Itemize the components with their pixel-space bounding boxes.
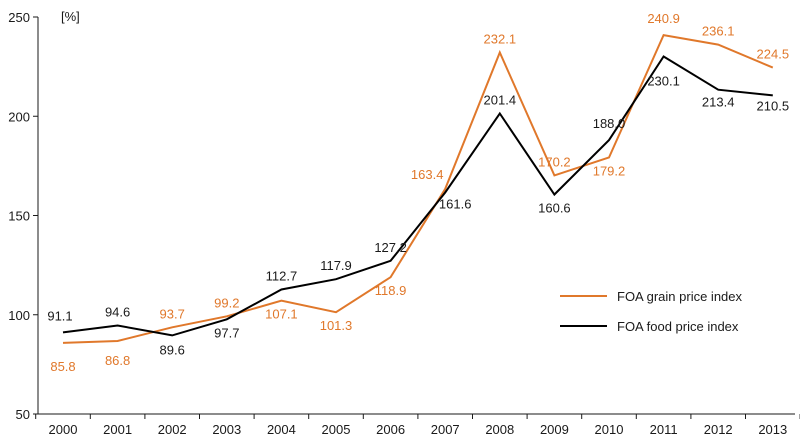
y-tick-label: 250 xyxy=(8,10,30,25)
data-label-food: 97.7 xyxy=(214,325,239,340)
data-label-grain: 101.3 xyxy=(320,318,353,333)
x-tick-label: 2004 xyxy=(267,422,296,437)
data-label-grain: 93.7 xyxy=(160,306,185,321)
data-label-food: 188.0 xyxy=(593,116,626,131)
x-tick-label: 2000 xyxy=(49,422,78,437)
x-tick-label: 2009 xyxy=(540,422,569,437)
data-label-grain: 85.8 xyxy=(50,359,75,374)
data-label-grain: 99.2 xyxy=(214,295,239,310)
x-tick-label: 2011 xyxy=(650,422,678,437)
x-tick-label: 2001 xyxy=(103,422,132,437)
data-label-grain: 224.5 xyxy=(757,47,790,62)
legend-label-food: FOA food price index xyxy=(617,319,739,334)
legend-item-grain: FOA grain price index xyxy=(560,289,743,304)
axes: [%] xyxy=(37,9,795,415)
data-label-food: 112.7 xyxy=(266,269,298,284)
x-tick-label: 2012 xyxy=(704,422,733,437)
x-tick-label: 2007 xyxy=(431,422,460,437)
data-label-grain: 232.1 xyxy=(484,32,517,47)
data-label-food: 91.1 xyxy=(47,308,72,323)
x-tick-label: 2010 xyxy=(595,422,624,437)
series-lines xyxy=(62,33,774,344)
series-line-food xyxy=(62,55,773,337)
data-label-food: 201.4 xyxy=(484,92,517,107)
y-unit-label: [%] xyxy=(61,9,80,24)
legend: FOA grain price index FOA food price ind… xyxy=(560,289,743,334)
y-tick-label: 100 xyxy=(8,308,30,323)
x-tick-label: 2003 xyxy=(212,422,241,437)
x-tick-label: 2008 xyxy=(485,422,514,437)
data-label-food: 210.5 xyxy=(757,98,790,113)
data-label-food: 117.9 xyxy=(320,258,352,273)
data-label-grain: 240.9 xyxy=(647,11,680,26)
x-tick-label: 2002 xyxy=(158,422,187,437)
y-ticks: 50 100 150 200 250 xyxy=(8,10,38,422)
data-label-grain: 118.9 xyxy=(375,283,407,298)
legend-item-food: FOA food price index xyxy=(560,319,739,334)
x-tick-label: 2005 xyxy=(322,422,351,437)
x-tick-label: 2013 xyxy=(758,422,787,437)
data-label-food: 94.6 xyxy=(105,304,130,319)
data-label-food: 161.6 xyxy=(439,196,472,211)
data-label-grain: 170.2 xyxy=(538,154,571,169)
x-ticks: 2000 2001 2002 2003 2004 2005 2006 2007 2008 2009… xyxy=(35,414,800,437)
data-label-grain: 163.4 xyxy=(411,167,444,182)
data-labels: 85.8 86.8 93.7 99.2 107.1 101.3 118.9 163.4 232.… xyxy=(47,11,789,374)
data-label-food: 213.4 xyxy=(702,95,735,110)
legend-label-grain: FOA grain price index xyxy=(617,289,743,304)
y-tick-label: 150 xyxy=(8,209,30,224)
y-tick-label: 200 xyxy=(8,109,30,124)
x-tick-label: 2006 xyxy=(376,422,405,437)
series-line-grain xyxy=(62,33,774,344)
data-label-grain: 107.1 xyxy=(265,307,298,322)
y-tick-label: 50 xyxy=(16,407,30,422)
data-label-grain: 236.1 xyxy=(702,24,735,39)
data-label-grain: 179.2 xyxy=(593,164,626,179)
data-label-grain: 86.8 xyxy=(105,353,130,368)
data-label-food: 127.2 xyxy=(374,240,407,255)
data-label-food: 160.6 xyxy=(538,200,571,215)
data-label-food: 89.6 xyxy=(160,342,185,357)
data-label-food: 230.1 xyxy=(647,74,680,89)
